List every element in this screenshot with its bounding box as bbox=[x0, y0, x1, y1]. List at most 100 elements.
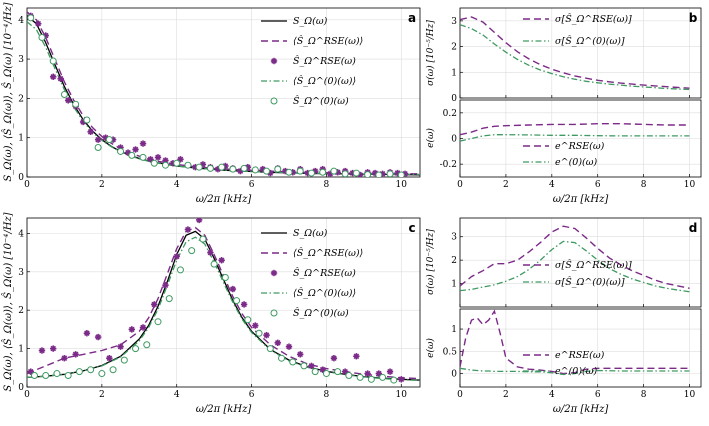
scatter-star-point bbox=[154, 154, 162, 161]
scatter-star-point bbox=[195, 218, 203, 224]
series-line bbox=[460, 123, 690, 136]
scatter-star-point bbox=[139, 140, 147, 147]
star-stroke bbox=[173, 253, 180, 260]
scatter-star-point bbox=[263, 331, 270, 339]
scatter-star-point bbox=[252, 322, 259, 329]
plot-area bbox=[27, 11, 420, 177]
scatter-circle-point bbox=[218, 163, 226, 171]
x-tick-label: 4 bbox=[549, 180, 555, 190]
scatter-star-point bbox=[94, 333, 102, 341]
y-axis-label: S_Ω(ω), ⟨Ŝ_Ω(ω)⟩, Ŝ_Ω(ω) [10⁻⁴/Hz] bbox=[2, 2, 14, 181]
scatter-circle-point bbox=[386, 170, 394, 177]
star-stroke bbox=[196, 218, 202, 223]
scatter-star-point bbox=[151, 301, 158, 308]
legend-label: e^(0)(ω) bbox=[555, 366, 597, 377]
x-tick-label: 8 bbox=[641, 180, 647, 190]
series-line bbox=[460, 309, 690, 375]
y-axis-label: e(ω) bbox=[425, 338, 436, 358]
scatter-circle-point bbox=[87, 366, 95, 374]
panel-d_top: 1 2 3 σ(ω) [10⁻⁵/Hz] d σ[Ŝ_Ω^RSE(ω)] σ[Ŝ_Ω^(0)… bbox=[425, 217, 702, 308]
star-stroke bbox=[286, 343, 292, 350]
scatter-star-point bbox=[184, 226, 192, 233]
scatter-circle-point bbox=[195, 163, 203, 171]
scatter-circle-point bbox=[38, 33, 46, 41]
legend-label: S_Ω(ω) bbox=[293, 16, 328, 27]
x-axis-label: ω/2π [kHz] bbox=[553, 194, 609, 205]
panel-label: c bbox=[408, 221, 415, 235]
scatter-star-point bbox=[285, 343, 293, 350]
star-stroke bbox=[271, 270, 277, 276]
y-tick-label: 0 bbox=[451, 370, 457, 380]
scatter-circle-point bbox=[109, 366, 117, 374]
x-tick-label: 10 bbox=[684, 390, 696, 400]
scatter-star-point bbox=[106, 354, 113, 362]
scatter-circle-point bbox=[42, 371, 50, 379]
legend-label: σ[Ŝ_Ω^(0)(ω)] bbox=[555, 276, 625, 288]
axes-frame bbox=[459, 217, 702, 308]
legend-label: Ŝ_Ω^(0)(ω) bbox=[293, 307, 349, 319]
y-tick-label: 1 bbox=[18, 134, 24, 144]
series-line bbox=[460, 240, 690, 293]
scatter-star-point bbox=[229, 285, 237, 293]
star-stroke bbox=[357, 172, 363, 177]
legend-label: σ[Ŝ_Ω^(0)(ω)] bbox=[555, 35, 625, 47]
y-tick-label: 2 bbox=[18, 94, 24, 104]
star-stroke bbox=[61, 355, 68, 361]
y-tick-label: 1 bbox=[451, 68, 457, 78]
x-tick-label: 8 bbox=[324, 180, 330, 190]
star-stroke bbox=[230, 286, 236, 292]
scatter-circle-point bbox=[64, 371, 72, 379]
scatter-star-point bbox=[308, 362, 315, 370]
star-stroke bbox=[353, 353, 360, 360]
scatter-circle-point bbox=[120, 356, 128, 364]
legend: S_Ω(ω) ⟨Ŝ_Ω^RSE(ω)⟩ Ŝ_Ω^RSE(ω) ⟨Ŝ_Ω^(0)(ω)⟩… bbox=[261, 16, 363, 107]
y-axis-label: S_Ω(ω), ⟨Ŝ_Ω(ω)⟩, Ŝ_Ω(ω) [10⁻⁴/Hz] bbox=[2, 212, 14, 391]
star-stroke bbox=[207, 249, 214, 256]
axes-frame bbox=[459, 308, 702, 388]
star-stroke bbox=[162, 282, 169, 289]
x-tick-label: 6 bbox=[595, 180, 601, 190]
star-stroke bbox=[274, 340, 281, 346]
star-stroke bbox=[95, 136, 101, 143]
scatter-circle-point bbox=[352, 169, 360, 177]
legend-label: ⟨Ŝ_Ω^RSE(ω)⟩ bbox=[293, 35, 363, 47]
legend-label: Ŝ_Ω^RSE(ω) bbox=[293, 267, 356, 279]
scatter-star-point bbox=[353, 353, 360, 360]
scatter-star-point bbox=[330, 354, 338, 362]
scatter-circle-point bbox=[150, 159, 158, 167]
plot-area bbox=[460, 16, 690, 91]
scatter-circle-point bbox=[143, 341, 151, 349]
star-stroke bbox=[376, 370, 382, 377]
legend-marker bbox=[270, 309, 278, 317]
star-stroke bbox=[263, 332, 270, 338]
scatter-circle-point bbox=[128, 151, 136, 159]
scatter-circle-point bbox=[221, 274, 229, 282]
x-tick-label: 2 bbox=[503, 180, 509, 190]
scatter-circle-point bbox=[367, 375, 375, 383]
scatter-circle-point bbox=[289, 358, 297, 366]
series-line bbox=[460, 24, 690, 91]
star-stroke bbox=[72, 351, 79, 358]
scatter-circle-point bbox=[244, 316, 252, 324]
star-stroke bbox=[102, 134, 109, 141]
star-stroke bbox=[331, 355, 337, 361]
series-line bbox=[460, 367, 690, 376]
scatter-circle-point bbox=[132, 345, 140, 353]
scatter-star-point bbox=[297, 351, 304, 358]
y-tick-label: 4 bbox=[18, 16, 24, 26]
star-stroke bbox=[87, 128, 94, 135]
legend-label: S_Ω(ω) bbox=[293, 228, 328, 239]
x-tick-label: 2 bbox=[99, 390, 105, 400]
y-tick-label: 4 bbox=[18, 229, 24, 239]
panel-label: b bbox=[689, 11, 698, 25]
scatter-circle-point bbox=[356, 373, 364, 381]
series-line bbox=[27, 11, 420, 175]
star-stroke bbox=[218, 257, 225, 264]
scatter-circle-point bbox=[206, 164, 214, 172]
star-stroke bbox=[39, 347, 45, 354]
scatter-star-point bbox=[50, 73, 57, 80]
legend: e^RSE(ω) e^(0)(ω) bbox=[523, 141, 605, 168]
series-line bbox=[460, 134, 690, 142]
scatter-circle-point bbox=[330, 167, 338, 175]
